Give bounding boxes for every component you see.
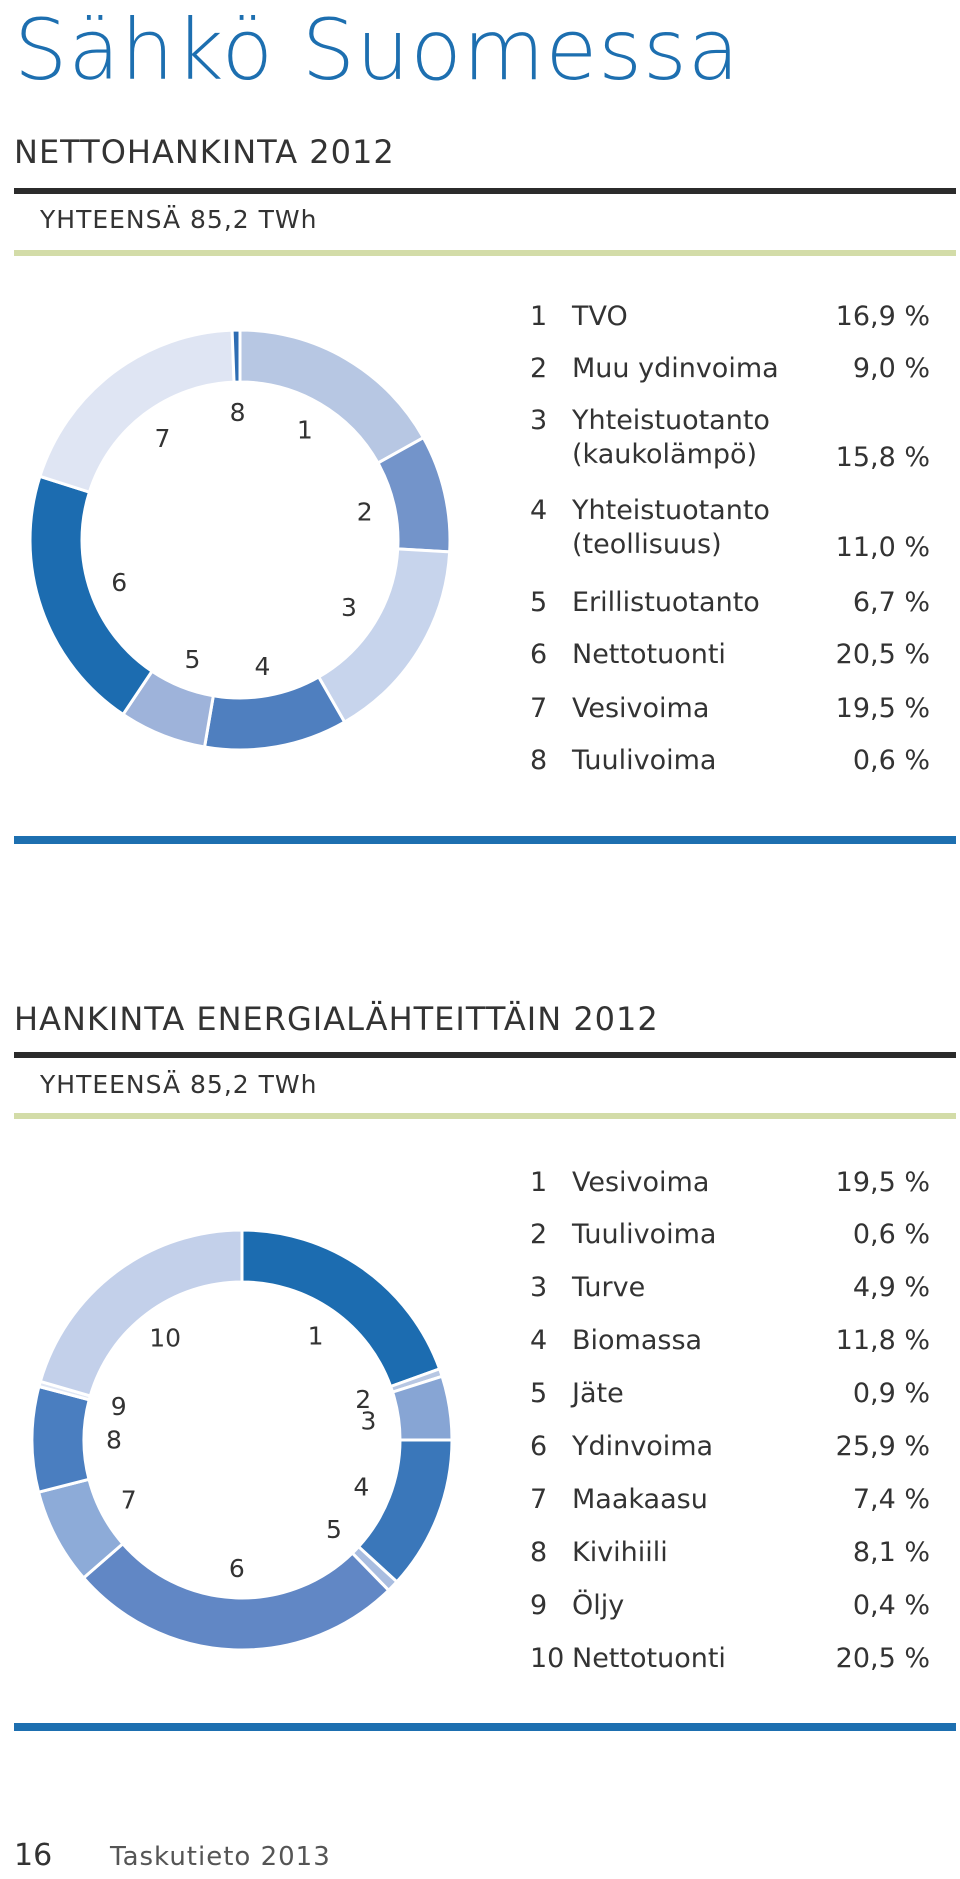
chart-1-legend-label: Erillistuotanto: [572, 587, 760, 618]
chart-1-slice-number-7: 7: [155, 424, 171, 453]
chart-2-legend-label: Tuulivoima: [572, 1219, 717, 1250]
chart-2-slice-10: [38, 1228, 244, 1398]
footer-page-number: 16: [14, 1838, 53, 1873]
chart-2-slice-number-5: 5: [326, 1515, 342, 1544]
chart-1-slice-7: [37, 328, 236, 495]
chart-2-subtitle: YHTEENSÄ 85,2 TWh: [40, 1070, 318, 1099]
chart-2-legend-value: 0,6 %: [852, 1219, 930, 1250]
chart-2-legend-number: 1: [530, 1167, 548, 1198]
chart-1-legend-number: 7: [530, 693, 548, 724]
chart-2-legend-label: Turve: [572, 1272, 646, 1303]
chart-2-slice-number-1: 1: [308, 1321, 324, 1350]
chart-2-legend-value: 0,9 %: [852, 1378, 930, 1409]
chart-1-slice-6: [28, 474, 155, 717]
chart-2-slice-number-4: 4: [353, 1472, 369, 1501]
chart-2-slice-number-10: 10: [149, 1324, 181, 1353]
chart-1-title: NETTOHANKINTA 2012: [14, 133, 395, 171]
chart-2-slice-1: [240, 1228, 442, 1389]
chart-1-legend-number: 6: [530, 639, 548, 670]
chart-1-legend-value: 20,5 %: [835, 639, 930, 670]
chart-1-legend-label: Vesivoima: [572, 693, 710, 724]
chart-2-legend-label: Nettotuonti: [572, 1643, 726, 1674]
chart-1-slice-number-8: 8: [230, 398, 246, 427]
chart-2-legend-value: 19,5 %: [835, 1167, 930, 1198]
chart-2-legend-label: Maakaasu: [572, 1484, 708, 1515]
chart-1-legend-number: 4: [530, 495, 548, 526]
chart-2-legend-value: 0,4 %: [852, 1590, 930, 1621]
chart-1-legend-value: 6,7 %: [852, 587, 930, 618]
chart-1-slice-3: [316, 547, 452, 725]
chart-2-legend-number: 10: [530, 1643, 565, 1674]
chart-1-legend-label: TVO: [572, 301, 628, 332]
chart-1-legend-value: 19,5 %: [835, 693, 930, 724]
chart-1-legend-value: 16,9 %: [835, 301, 930, 332]
chart-1-legend-value: 0,6 %: [852, 745, 930, 776]
chart-2-bottom-rule: [14, 1723, 956, 1731]
chart-2-legend-label: Öljy: [572, 1590, 625, 1621]
chart-2-legend-number: 2: [530, 1219, 548, 1250]
chart-1-donut: 1 2 3 4 5 6 7 8: [28, 328, 452, 752]
chart-1-slice-number-3: 3: [341, 593, 357, 622]
chart-1-slice-number-1: 1: [297, 416, 313, 445]
chart-1-slice-number-5: 5: [185, 645, 201, 674]
chart-2-legend-value: 25,9 %: [835, 1431, 930, 1462]
chart-1-slice-1: [238, 328, 426, 466]
chart-2-legend: 1 Vesivoima 19,5 % 2 Tuulivoima 0,6 % 3 Turve 4,…: [530, 1166, 930, 1686]
chart-1-legend-label: Yhteistuotanto (teollisuus): [572, 495, 770, 560]
chart-2-legend-number: 3: [530, 1272, 548, 1303]
chart-2-title: HANKINTA ENERGIALÄHTEITTÄIN 2012: [14, 1000, 659, 1038]
chart-1-subtitle-rule: [14, 250, 956, 256]
chart-1-legend-label: Yhteistuotanto (kaukolämpö): [572, 405, 770, 470]
chart-2-legend-label: Jäte: [572, 1378, 624, 1409]
chart-2-slice-number-9: 9: [111, 1392, 127, 1421]
chart-2-slice-number-3: 3: [361, 1406, 377, 1435]
chart-2-legend-number: 5: [530, 1378, 548, 1409]
chart-2-legend-value: 8,1 %: [852, 1537, 930, 1568]
chart-1-legend-value: 9,0 %: [852, 353, 930, 384]
chart-1-legend-value: 15,8 %: [835, 442, 930, 473]
chart-1-slice-8: [230, 328, 242, 384]
chart-2-title-rule: [14, 1052, 956, 1058]
chart-2-slice-number-8: 8: [106, 1426, 122, 1455]
chart-2-slice-8: [30, 1384, 92, 1495]
chart-1-legend-number: 5: [530, 587, 548, 618]
chart-1-legend-value: 11,0 %: [835, 532, 930, 563]
chart-2-slice-number-2: 2: [355, 1385, 371, 1414]
chart-1-title-rule: [14, 188, 956, 194]
chart-2-legend-number: 7: [530, 1484, 548, 1515]
chart-1-slice-number-4: 4: [254, 652, 270, 681]
chart-2-legend-value: 4,9 %: [852, 1272, 930, 1303]
chart-1-slice-4: [202, 674, 347, 752]
chart-1-legend: 1 TVO 16,9 % 2 Muu ydinvoima 9,0 % 3 Yhteistuot…: [530, 300, 930, 780]
chart-2-legend-number: 9: [530, 1590, 548, 1621]
page-title: Sähkö Suomessa: [14, 1, 741, 99]
chart-1-slice-number-2: 2: [357, 497, 373, 526]
chart-1-subtitle: YHTEENSÄ 85,2 TWh: [40, 205, 318, 234]
chart-2-legend-value: 7,4 %: [852, 1484, 930, 1515]
chart-2-legend-number: 8: [530, 1537, 548, 1568]
chart-1-legend-number: 2: [530, 353, 548, 384]
chart-2-slice-number-7: 7: [121, 1486, 137, 1515]
footer-publication: Taskutieto 2013: [110, 1842, 331, 1872]
chart-2-legend-number: 4: [530, 1325, 548, 1356]
chart-1-legend-number: 1: [530, 301, 548, 332]
chart-1-slice-number-6: 6: [111, 568, 127, 597]
chart-1-legend-number: 3: [530, 405, 548, 436]
chart-1-legend-label: Muu ydinvoima: [572, 353, 779, 384]
chart-2-legend-number: 6: [530, 1431, 548, 1462]
chart-1-legend-label: Nettotuonti: [572, 639, 726, 670]
chart-2-legend-value: 20,5 %: [835, 1643, 930, 1674]
chart-2-legend-label: Ydinvoima: [572, 1431, 714, 1462]
chart-1-legend-label: Tuulivoima: [572, 745, 717, 776]
chart-2-legend-label: Kivihiili: [572, 1537, 668, 1568]
chart-2-slice-number-6: 6: [229, 1554, 245, 1583]
chart-2-subtitle-rule: [14, 1113, 956, 1119]
chart-2-legend-value: 11,8 %: [835, 1325, 930, 1356]
chart-2-legend-label: Vesivoima: [572, 1167, 710, 1198]
chart-1-legend-number: 8: [530, 745, 548, 776]
chart-1-bottom-rule: [14, 836, 956, 844]
chart-2-legend-label: Biomassa: [572, 1325, 703, 1356]
